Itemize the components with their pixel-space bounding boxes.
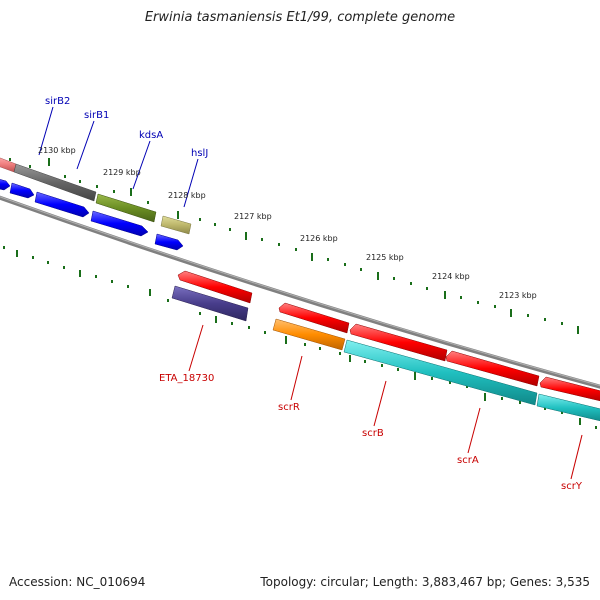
feature-red-3 — [349, 323, 448, 362]
feature-red-1 — [177, 270, 253, 304]
scale-label: 2130 kbp — [38, 146, 76, 155]
scale-label: 2128 kbp — [168, 191, 206, 200]
feature-sirb2-gray — [13, 163, 97, 202]
feature-blue-1 — [0, 179, 11, 191]
scale-label: 2129 kbp — [103, 168, 141, 177]
feature-blue-3 — [34, 191, 90, 218]
gene-label: scrA — [457, 455, 479, 466]
gene-label: ETA_18730 — [159, 373, 214, 384]
gene-labels-bottom: ETA_18730 scrR scrB scrA scrY — [159, 373, 583, 492]
scale-label: 2127 kbp — [234, 212, 272, 221]
scale-label: 2126 kbp — [300, 234, 338, 243]
scale-label: 2124 kbp — [432, 272, 470, 281]
scale-label: 2125 kbp — [366, 253, 404, 262]
feature-red-2 — [278, 302, 350, 334]
feature-kdsa-olive — [95, 193, 157, 223]
gene-label: scrR — [278, 402, 300, 413]
gene-label: sirB1 — [84, 110, 109, 121]
feature-blue-5 — [154, 233, 184, 251]
feature-salmon — [0, 157, 17, 173]
feature-scrr-orange — [272, 318, 346, 351]
feature-blue-4 — [90, 210, 149, 237]
accession-text: Accession: NC_010694 — [9, 575, 146, 589]
label-connectors — [38, 106, 583, 480]
gene-label: hslJ — [191, 148, 208, 159]
feature-blue-2 — [9, 182, 35, 199]
feature-scrb-teal — [343, 339, 538, 406]
scale-label: 2123 kbp — [499, 291, 537, 300]
gene-label: kdsA — [139, 130, 163, 141]
feature-scra-teal — [536, 393, 600, 422]
genome-summary-text: Topology: circular; Length: 3,883,467 bp… — [260, 575, 590, 589]
gene-labels-top: sirB2 sirB1 kdsA hslJ — [45, 96, 208, 159]
feature-eta-slate — [171, 285, 249, 322]
outer-tick-ring — [9, 158, 579, 334]
gene-label: scrY — [561, 481, 583, 492]
feature-hslj-khaki — [160, 215, 192, 235]
map-title: Erwinia tasmaniensis Et1/99, complete ge… — [144, 10, 456, 25]
reverse-strand-features — [171, 270, 600, 422]
inner-tick-ring — [3, 246, 597, 429]
feature-red-4 — [445, 350, 540, 387]
gene-label: sirB2 — [45, 96, 70, 107]
feature-red-5 — [539, 376, 600, 402]
forward-strand-features — [0, 157, 192, 251]
gene-label: scrB — [362, 428, 384, 439]
scale-labels: 2130 kbp 2129 kbp 2128 kbp 2127 kbp 2126… — [38, 146, 537, 300]
genome-backbone — [0, 195, 600, 389]
